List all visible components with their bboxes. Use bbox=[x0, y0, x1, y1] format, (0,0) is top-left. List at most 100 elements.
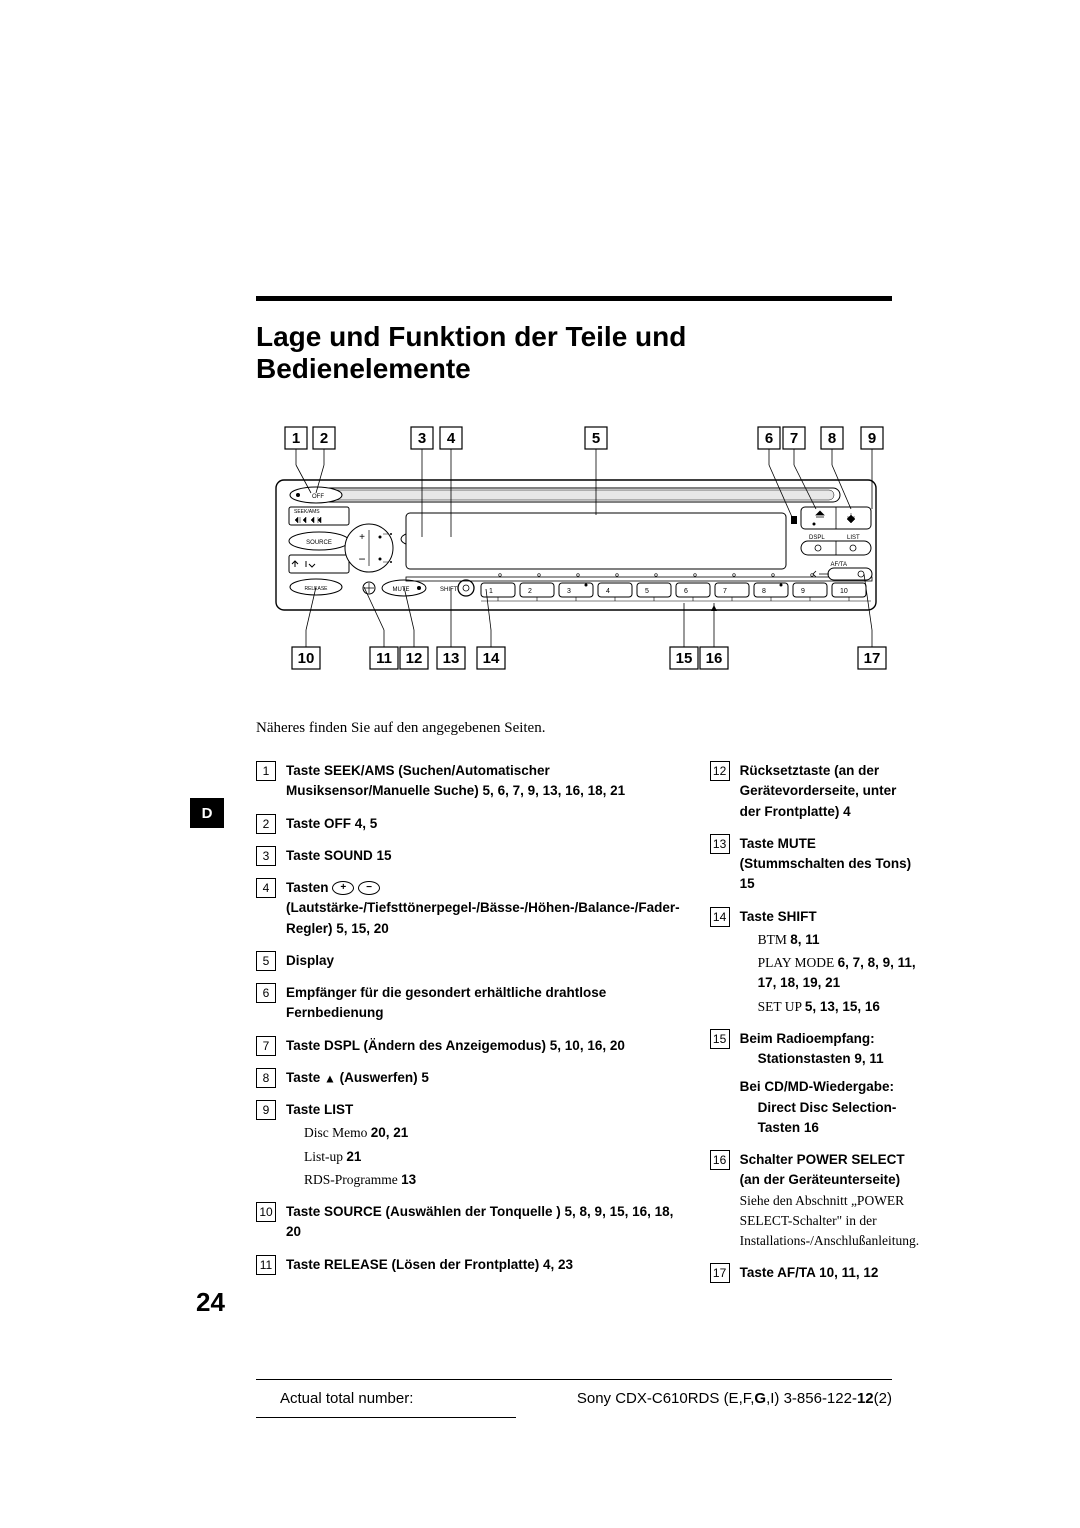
item-subtitle: Direct Disc Selection-Tasten 16 bbox=[758, 1098, 920, 1139]
diagram-svg: 123456789 1011121314151617 OFF SEEK/AMS … bbox=[256, 425, 896, 675]
svg-text:8: 8 bbox=[828, 430, 836, 447]
item-number-box: 12 bbox=[710, 761, 730, 781]
svg-text:12: 12 bbox=[406, 650, 423, 667]
svg-text:9: 9 bbox=[868, 430, 876, 447]
item-title: Rücksetztaste (an der Gerätevorderseite,… bbox=[740, 763, 897, 819]
list-item: 2 Taste OFF 4, 5 bbox=[256, 814, 680, 834]
item-number-box: 6 bbox=[256, 983, 276, 1003]
left-column: 1 Taste SEEK/AMS (Suchen/Automatischer Mu… bbox=[256, 761, 680, 1296]
svg-text:4: 4 bbox=[447, 430, 456, 447]
list-item: 16Schalter POWER SELECT (an der Geräteun… bbox=[710, 1150, 920, 1251]
svg-text:MUTE: MUTE bbox=[393, 587, 410, 593]
list-item: 7 Taste DSPL (Ändern des Anzeigemodus) 5,… bbox=[256, 1036, 680, 1056]
svg-text:17: 17 bbox=[864, 650, 881, 667]
svg-text:2: 2 bbox=[528, 588, 532, 595]
item-sub: Disc Memo 20, 21 bbox=[304, 1123, 680, 1143]
intro-text: Näheres finden Sie auf den angegebenen S… bbox=[256, 720, 892, 737]
item-number-box: 9 bbox=[256, 1100, 276, 1120]
svg-text:13: 13 bbox=[443, 650, 460, 667]
list-item: 4Tasten + − (Lautstärke-/Tiefsttönerpege… bbox=[256, 878, 680, 939]
item-title: Taste DSPL (Ändern des Anzeigemodus) 5, … bbox=[286, 1038, 625, 1053]
list-item: 8 Taste ▲ (Auswerfen) 5 bbox=[256, 1068, 680, 1088]
footer-right: Sony CDX-C610RDS (E,F,G,I) 3-856-122-12(… bbox=[577, 1390, 892, 1418]
list-item: 5 Display bbox=[256, 951, 680, 971]
svg-text:11: 11 bbox=[376, 650, 392, 667]
page-number: 24 bbox=[196, 1287, 225, 1318]
svg-text:10: 10 bbox=[840, 588, 848, 595]
item-number-box: 10 bbox=[256, 1202, 276, 1222]
title-rule bbox=[256, 296, 892, 301]
item-sub: List-up 21 bbox=[304, 1147, 680, 1167]
item-description: Siehe den Abschnitt „POWER SELECT-Schalt… bbox=[740, 1191, 920, 1252]
svg-text:15: 15 bbox=[676, 650, 693, 667]
item-title: Taste SHIFT bbox=[740, 909, 817, 924]
item-number-box: 15 bbox=[710, 1029, 730, 1049]
item-title: Taste OFF 4, 5 bbox=[286, 816, 377, 831]
item-title: Taste MUTE (Stummschalten des Tons) 15 bbox=[740, 836, 912, 892]
item-number-box: 7 bbox=[256, 1036, 276, 1056]
svg-text:2: 2 bbox=[320, 430, 328, 447]
item-title: Taste SEEK/AMS (Suchen/Automatischer Mus… bbox=[286, 763, 625, 798]
item-title: Display bbox=[286, 953, 334, 968]
item-title: Tasten + − (Lautstärke-/Tiefsttönerpegel… bbox=[286, 880, 680, 936]
list-item: 14 Taste SHIFT BTM 8, 11 PLAY MODE 6, 7, 8,… bbox=[710, 907, 920, 1017]
footer-left: Actual total number: bbox=[256, 1390, 516, 1418]
svg-text:RELEASE: RELEASE bbox=[304, 586, 328, 592]
page-content: Lage und Funktion der Teile und Bedienel… bbox=[0, 0, 1080, 1528]
svg-text:8: 8 bbox=[762, 588, 766, 595]
list-item: 12 Rücksetztaste (an der Gerätevorderseit… bbox=[710, 761, 920, 822]
list-item: 11 Taste RELEASE (Lösen der Frontplatte) … bbox=[256, 1255, 680, 1275]
svg-text:LIST: LIST bbox=[847, 535, 860, 541]
svg-text:AF/TA: AF/TA bbox=[830, 562, 847, 568]
item-sub: PLAY MODE 6, 7, 8, 9, 11, 17, 18, 19, 21 bbox=[758, 953, 920, 994]
svg-text:7: 7 bbox=[790, 430, 798, 447]
svg-text:OFF: OFF bbox=[312, 494, 324, 500]
item-sub: RDS-Programme 13 bbox=[304, 1170, 680, 1190]
svg-text:4: 4 bbox=[606, 588, 610, 595]
item-title: Taste SOUND 15 bbox=[286, 848, 392, 863]
item-title: Taste ▲ (Auswerfen) 5 bbox=[286, 1070, 429, 1085]
item-number-box: 14 bbox=[710, 907, 730, 927]
item-number-box: 2 bbox=[256, 814, 276, 834]
device-diagram: 123456789 1011121314151617 OFF SEEK/AMS … bbox=[256, 425, 896, 680]
item-title: Taste SOURCE (Auswählen der Tonquelle ) … bbox=[286, 1204, 673, 1239]
page-title: Lage und Funktion der Teile und Bedienel… bbox=[256, 321, 892, 385]
item-number-box: 11 bbox=[256, 1255, 276, 1275]
svg-text:14: 14 bbox=[483, 650, 500, 667]
list-item: 1 Taste SEEK/AMS (Suchen/Automatischer Mu… bbox=[256, 761, 680, 802]
item-subtitle: Stationstasten 9, 11 bbox=[758, 1049, 920, 1069]
svg-text:1: 1 bbox=[489, 588, 493, 595]
item-title: Empfänger für die gesondert erhältliche … bbox=[286, 985, 606, 1020]
item-columns: 1 Taste SEEK/AMS (Suchen/Automatischer Mu… bbox=[256, 761, 892, 1296]
list-item: 6 Empfänger für die gesondert erhältliche… bbox=[256, 983, 680, 1024]
footer: Actual total number: Sony CDX-C610RDS (E… bbox=[256, 1379, 892, 1418]
item-number-box: 1 bbox=[256, 761, 276, 781]
item-sub: BTM 8, 11 bbox=[758, 930, 920, 950]
item-number-box: 16 bbox=[710, 1150, 730, 1170]
item-sub: SET UP 5, 13, 15, 16 bbox=[758, 997, 920, 1017]
item-number-box: 8 bbox=[256, 1068, 276, 1088]
item-title: Taste RELEASE (Lösen der Frontplatte) 4,… bbox=[286, 1257, 573, 1272]
svg-text:6: 6 bbox=[765, 430, 773, 447]
svg-text:9: 9 bbox=[801, 588, 805, 595]
svg-text:3: 3 bbox=[567, 588, 571, 595]
right-column: 12 Rücksetztaste (an der Gerätevorderseit… bbox=[710, 761, 920, 1296]
svg-text:−: − bbox=[358, 552, 365, 566]
svg-text:5: 5 bbox=[645, 588, 649, 595]
svg-text:3: 3 bbox=[418, 430, 426, 447]
svg-text:+: + bbox=[359, 532, 365, 543]
svg-text:16: 16 bbox=[706, 650, 723, 667]
svg-text:6: 6 bbox=[684, 588, 688, 595]
svg-text:SEEK/AMS: SEEK/AMS bbox=[294, 509, 320, 515]
item-title: Taste LIST bbox=[286, 1102, 353, 1117]
list-item: 17 Taste AF/TA 10, 11, 12 bbox=[710, 1263, 920, 1283]
item-number-box: 17 bbox=[710, 1263, 730, 1283]
svg-text:10: 10 bbox=[298, 650, 315, 667]
item-subtitle: Bei CD/MD-Wiedergabe: bbox=[740, 1077, 920, 1097]
item-number-box: 5 bbox=[256, 951, 276, 971]
item-title: Beim Radioempfang: bbox=[740, 1031, 875, 1046]
list-item: 13Taste MUTE (Stummschalten des Tons) 15 bbox=[710, 834, 920, 895]
item-number-box: 3 bbox=[256, 846, 276, 866]
item-title: Taste AF/TA 10, 11, 12 bbox=[740, 1265, 879, 1280]
list-item: 10 Taste SOURCE (Auswählen der Tonquelle … bbox=[256, 1202, 680, 1243]
